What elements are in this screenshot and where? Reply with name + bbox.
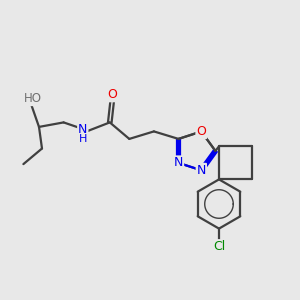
Text: HO: HO (24, 92, 42, 105)
Text: O: O (107, 88, 117, 101)
Text: N: N (174, 156, 183, 170)
Text: H: H (79, 134, 87, 144)
Text: Cl: Cl (213, 240, 225, 253)
Text: O: O (196, 125, 206, 138)
Text: N: N (196, 164, 206, 177)
Text: N: N (78, 123, 88, 136)
